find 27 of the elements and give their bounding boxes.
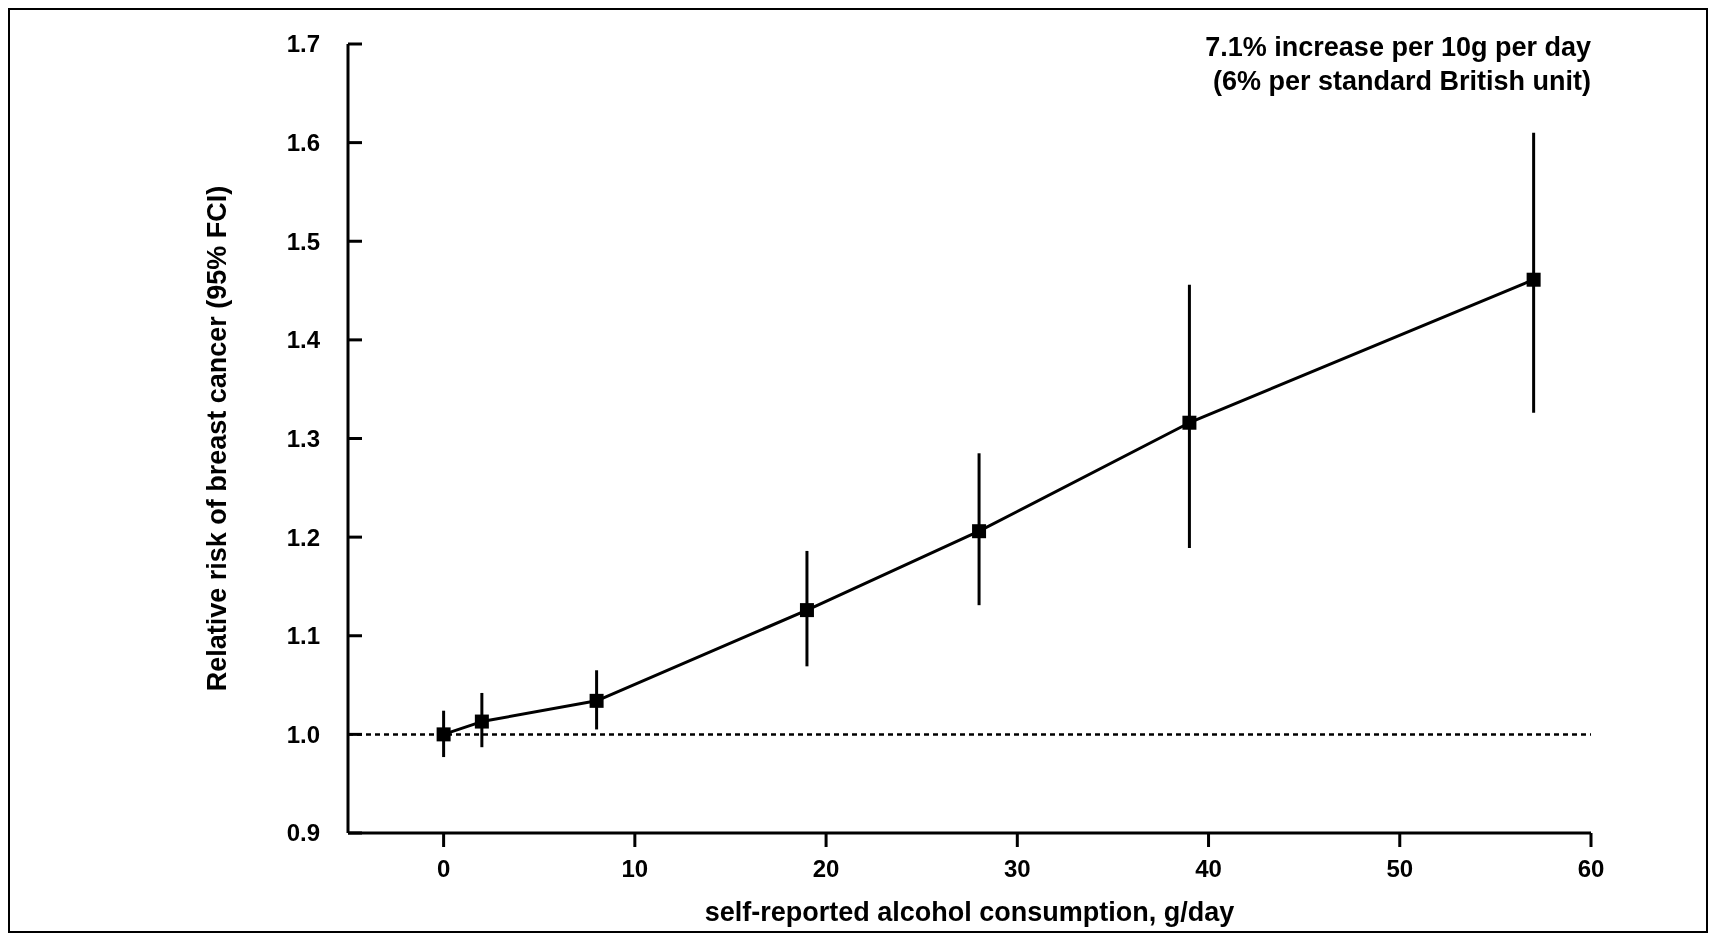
y-axis-title: Relative risk of breast cancer (95% FCI) <box>202 185 232 692</box>
x-tick-label: 50 <box>1386 855 1414 882</box>
y-tick-label: 1.1 <box>286 622 320 650</box>
y-tick-label: 1.2 <box>286 523 320 551</box>
point <box>1182 415 1197 430</box>
point <box>436 727 451 742</box>
x-axis-title: self-reported alcohol consumption, g/day <box>704 897 1235 927</box>
x-tick-label: 0 <box>436 855 451 882</box>
x-tick-label: 40 <box>1195 855 1222 882</box>
annotation: (6% per standard British unit) <box>1212 66 1591 96</box>
point <box>589 693 604 708</box>
y-tick-label: 0.9 <box>286 819 320 847</box>
y-tick-label: 1.6 <box>286 129 320 157</box>
annotation: 7.1% increase per 10g per day <box>1205 32 1591 62</box>
x-tick-label: 30 <box>1003 855 1031 882</box>
x-tick-label: 20 <box>812 855 840 882</box>
y-tick-label: 1.0 <box>286 720 320 748</box>
point <box>799 603 814 618</box>
point <box>1526 272 1541 287</box>
point <box>972 524 987 539</box>
point <box>474 714 489 729</box>
y-tick-label: 1.7 <box>286 30 320 58</box>
y-tick-label: 1.3 <box>286 424 320 452</box>
y-tick-label: 1.4 <box>286 326 321 354</box>
x-tick-label: 60 <box>1577 855 1605 882</box>
x-tick-label: 10 <box>621 855 649 882</box>
y-tick-label: 1.5 <box>286 227 320 255</box>
